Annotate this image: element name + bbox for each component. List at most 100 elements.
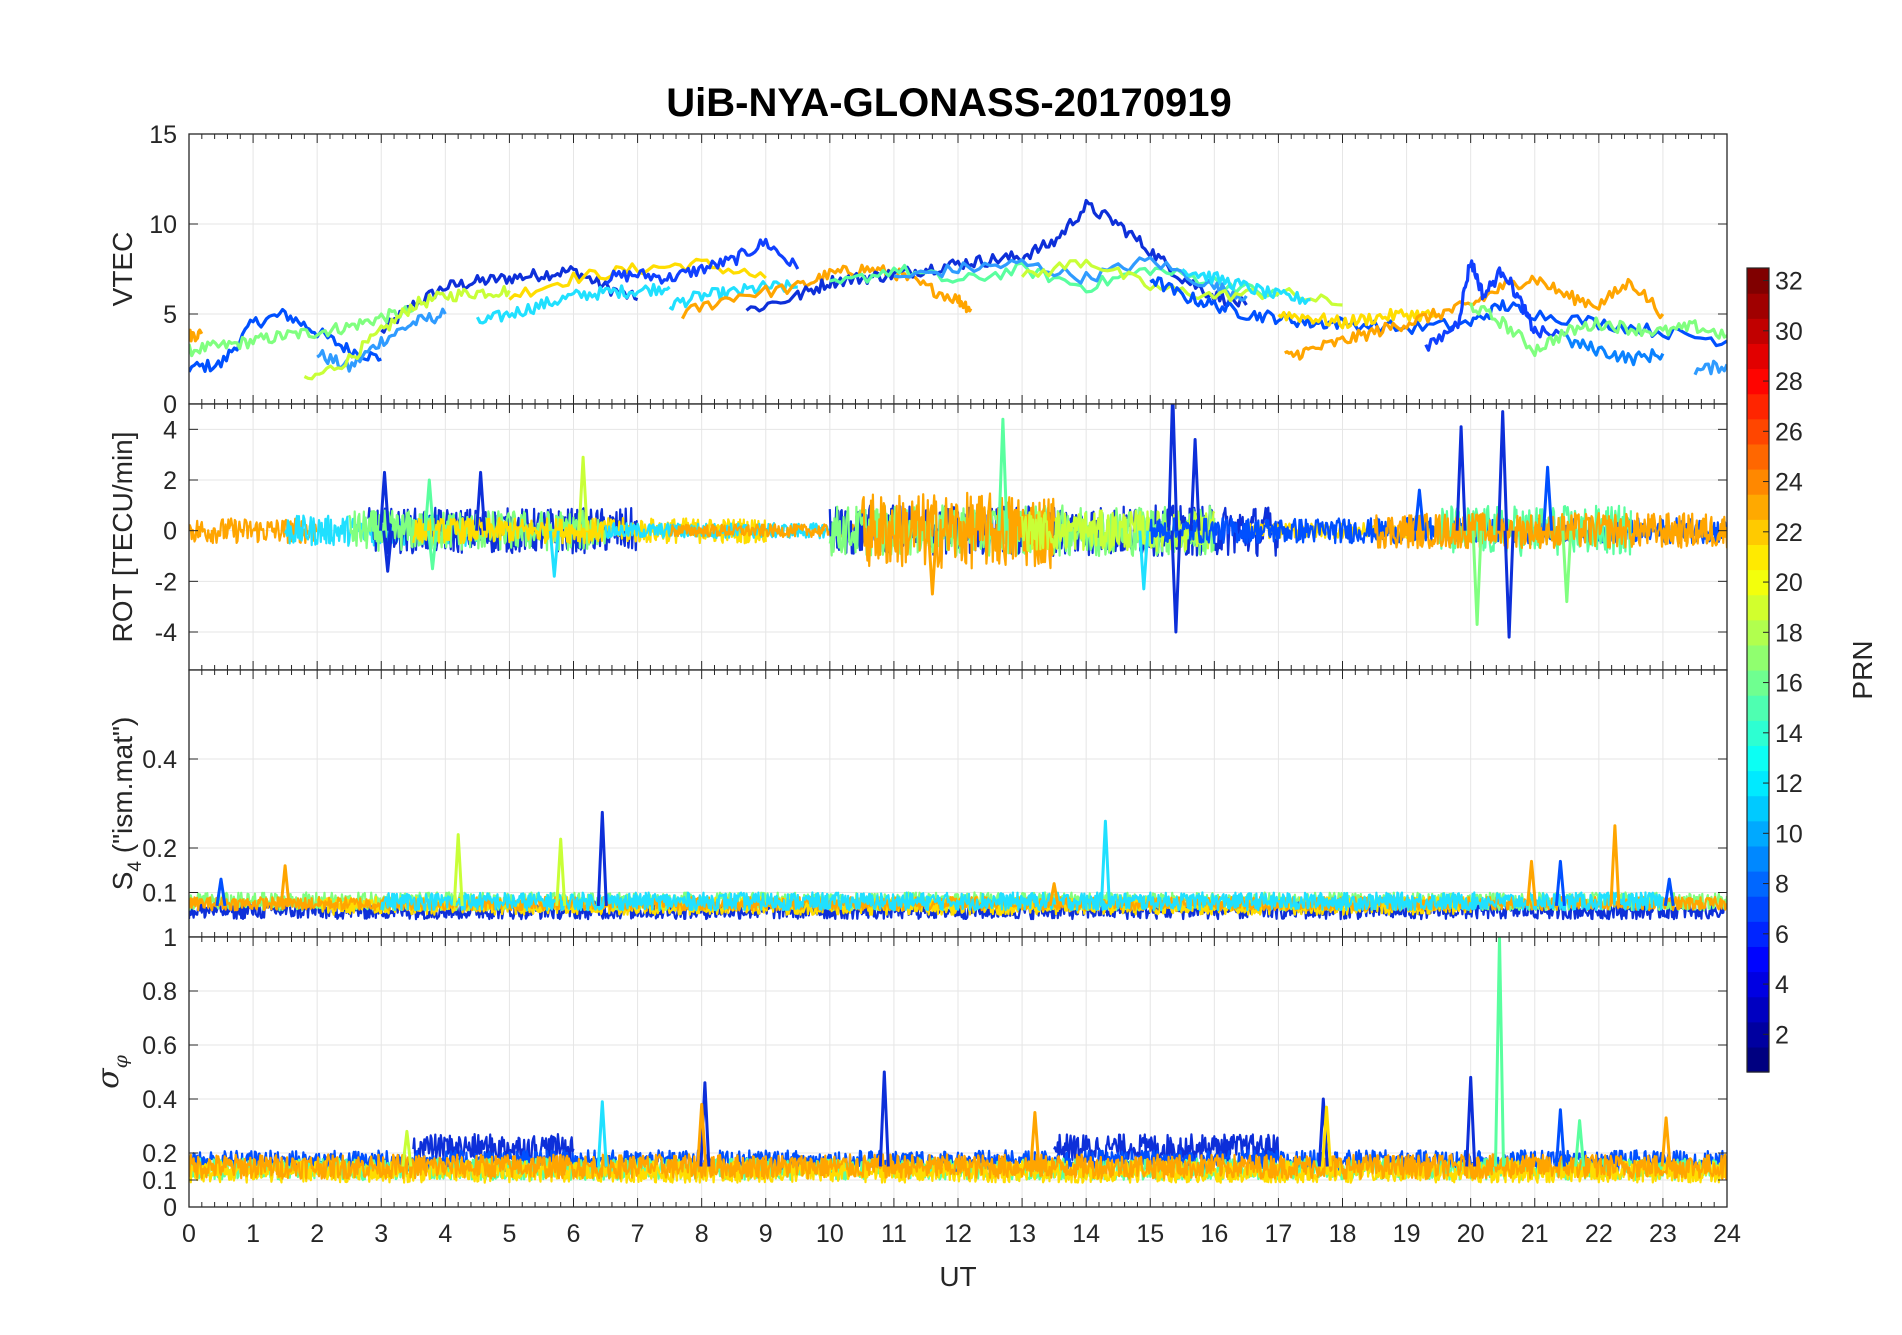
- y-tick-label: 15: [149, 121, 177, 149]
- x-tick-label: 1: [246, 1220, 260, 1248]
- colorbar-segment: [1747, 996, 1769, 1023]
- data-spike: [279, 864, 291, 907]
- x-tick-label: 21: [1521, 1220, 1549, 1248]
- data-spike: [1029, 1111, 1041, 1167]
- series-line: [829, 261, 1280, 298]
- x-tick-label: 3: [374, 1220, 388, 1248]
- y-tick-label: 0.4: [142, 746, 177, 774]
- data-spike: [1321, 1105, 1332, 1167]
- panel-s4-data: [189, 810, 1727, 921]
- ylabel-main: ROT [TECU/min]: [107, 431, 138, 642]
- data-spike: [215, 877, 227, 907]
- colorbar-segment: [1747, 343, 1769, 370]
- colorbar-segment: [1747, 695, 1769, 721]
- x-tick-label: 15: [1136, 1220, 1164, 1248]
- x-axis-label: UT: [939, 1261, 976, 1292]
- colorbar-tick-label: 26: [1775, 418, 1803, 446]
- series-line: [604, 237, 800, 285]
- x-tick-label: 0: [182, 1220, 196, 1248]
- data-spike: [1494, 937, 1505, 1167]
- x-tick-label: 19: [1393, 1220, 1421, 1248]
- colorbar-tick-label: 2: [1775, 1021, 1789, 1049]
- colorbar-segment: [1747, 644, 1769, 671]
- chart-title: UiB-NYA-GLONASS-20170919: [666, 81, 1231, 125]
- colorbar-segment: [1747, 1021, 1769, 1048]
- data-spike: [423, 478, 435, 531]
- series-line: [893, 255, 1248, 302]
- data-spike: [1554, 859, 1566, 907]
- panel-s4-ylabel: S4 ("ism.mat"): [107, 717, 146, 891]
- series-line: [668, 279, 798, 311]
- data-spike: [382, 530, 394, 573]
- data-spike: [1455, 425, 1467, 531]
- x-tick-label: 2: [310, 1220, 324, 1248]
- y-tick-label: 0.4: [142, 1086, 177, 1114]
- x-tick-label: 16: [1200, 1220, 1228, 1248]
- y-tick-label: 0.2: [142, 1140, 177, 1168]
- data-spike: [1503, 530, 1515, 639]
- colorbar-tick-label: 12: [1775, 770, 1803, 798]
- data-spike: [379, 470, 390, 531]
- data-spike: [475, 470, 487, 531]
- data-spike: [1554, 1108, 1566, 1167]
- series-line: [508, 257, 767, 301]
- panel-vtec-data: [189, 198, 1727, 381]
- colorbar-tick-label: 28: [1775, 368, 1803, 396]
- data-spike: [596, 810, 608, 906]
- series-line: [189, 307, 382, 373]
- x-tick-label: 20: [1457, 1220, 1485, 1248]
- colorbar-tick-label: 16: [1775, 670, 1803, 698]
- ylabel-subscript: 4: [125, 861, 146, 872]
- colorbar-segment: [1747, 720, 1769, 746]
- data-spike: [1099, 819, 1111, 906]
- x-tick-label: 22: [1585, 1220, 1613, 1248]
- colorbar-segment: [1747, 619, 1769, 646]
- series-line: [303, 285, 511, 381]
- data-spike: [401, 1129, 413, 1167]
- data-spike: [1465, 1075, 1477, 1167]
- colorbar-segment: [1747, 921, 1769, 947]
- x-tick-label: 11: [881, 1220, 907, 1248]
- x-tick-label: 9: [759, 1220, 773, 1248]
- x-tick-label: 17: [1265, 1220, 1293, 1248]
- panel-rot: -4 -2 0 2 4 ROT [TECU/min]: [107, 403, 1728, 671]
- y-tick-label: 2: [163, 467, 177, 495]
- colorbar-tick-label: 8: [1775, 871, 1789, 899]
- y-tick-label: 10: [149, 211, 177, 239]
- series-line: [1437, 504, 1632, 557]
- colorbar-frame: [1746, 267, 1770, 1073]
- series-line: [1565, 334, 1665, 367]
- x-tick-label: 6: [567, 1220, 581, 1248]
- colorbar-segment: [1747, 443, 1769, 470]
- data-spike: [1471, 530, 1483, 626]
- series-line: [380, 891, 1664, 912]
- colorbar-segment: [1747, 268, 1769, 294]
- data-spike: [1413, 488, 1425, 531]
- colorbar-segment: [1747, 770, 1769, 797]
- series-line: [860, 491, 1056, 570]
- data-spike: [699, 1081, 711, 1167]
- x-tick-label: 14: [1072, 1220, 1100, 1248]
- colorbar-segment: [1747, 1046, 1769, 1073]
- colorbar-segment: [1747, 519, 1769, 545]
- x-tick-label: 12: [944, 1220, 972, 1248]
- colorbar-segment: [1747, 393, 1769, 420]
- colorbar-tick-label: 6: [1775, 921, 1789, 949]
- data-spike: [1526, 859, 1537, 907]
- data-spike: [1542, 465, 1554, 531]
- series-line: [1693, 359, 1727, 376]
- ylabel-subscript: φ: [110, 1054, 132, 1068]
- ylabel-main: σ: [91, 1067, 126, 1089]
- colorbar-segment: [1747, 745, 1769, 772]
- colorbar-tick-label: 14: [1775, 720, 1803, 748]
- colorbar-segment: [1747, 971, 1769, 998]
- data-spike: [1167, 404, 1179, 531]
- colorbar-segment: [1747, 368, 1769, 395]
- colorbar-tick-label: 20: [1775, 569, 1803, 597]
- x-tick-label: 18: [1329, 1220, 1357, 1248]
- colorbar-segment: [1747, 544, 1769, 571]
- y-tick-label: 0.1: [142, 1167, 177, 1195]
